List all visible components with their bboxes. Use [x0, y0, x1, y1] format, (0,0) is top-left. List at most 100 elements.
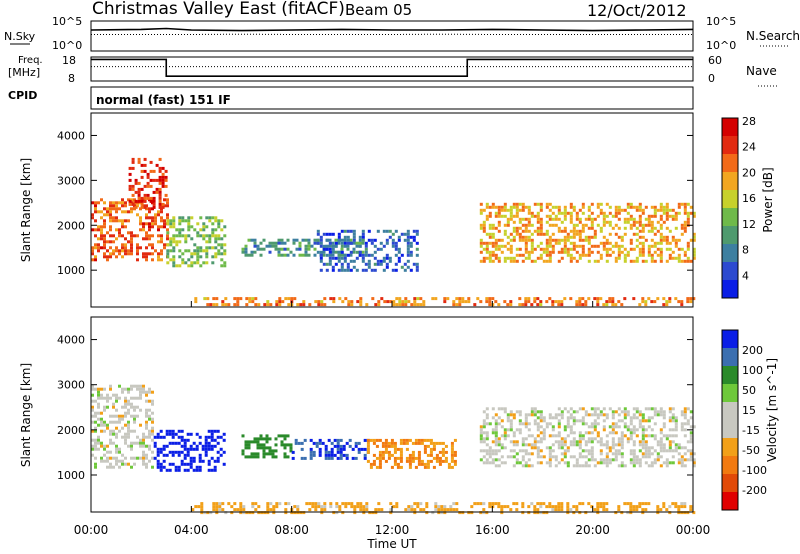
- velocity-echo-cell: [198, 465, 202, 469]
- velocity-echo-cell: [207, 441, 211, 445]
- velocity-echo-cell: [572, 422, 576, 426]
- velocity-echo-cell: [566, 505, 570, 509]
- power-echo-cell: [629, 205, 633, 209]
- power-echo-cell: [409, 241, 413, 245]
- velocity-echo-cell: [368, 511, 372, 515]
- power-echo-cell: [370, 238, 374, 242]
- power-echo-cell: [164, 178, 168, 182]
- velocity-echo-cell: [659, 413, 663, 417]
- power-echo-cell: [172, 258, 176, 262]
- velocity-echo-cell: [112, 402, 115, 406]
- velocity-echo-cell: [318, 438, 322, 442]
- power-echo-cell: [367, 259, 371, 263]
- velocity-echo-cell: [118, 450, 121, 454]
- velocity-echo-cell: [174, 441, 178, 445]
- power-echo-cell: [560, 250, 564, 254]
- velocity-echo-cell: [145, 426, 148, 430]
- velocity-echo-cell: [91, 429, 94, 433]
- power-echo-cell: [662, 303, 666, 307]
- velocity-echo-cell: [533, 407, 537, 411]
- power-echo-cell: [157, 255, 160, 259]
- power-echo-cell: [668, 241, 672, 245]
- power-echo-cell: [115, 207, 118, 211]
- power-echo-cell: [151, 219, 154, 223]
- velocity-echo-cell: [500, 461, 504, 465]
- power-echo-cell: [193, 228, 197, 232]
- velocity-echo-cell: [587, 440, 591, 444]
- velocity-echo-cell: [109, 450, 112, 454]
- velocity-echo-cell: [554, 413, 558, 417]
- power-echo-cell: [479, 208, 483, 212]
- velocity-echo-cell: [435, 453, 439, 457]
- power-echo-cell: [563, 297, 567, 301]
- velocity-echo-cell: [362, 505, 366, 509]
- velocity-echo-cell: [539, 461, 543, 465]
- power-echo-cell: [581, 211, 585, 215]
- power-echo-cell: [641, 297, 645, 301]
- velocity-echo-cell: [136, 456, 139, 460]
- velocity-echo-cell: [605, 440, 609, 444]
- velocity-echo-cell: [204, 453, 208, 457]
- velocity-echo-cell: [482, 425, 486, 429]
- power-echo-cell: [163, 198, 166, 202]
- velocity-echo-cell: [518, 410, 522, 414]
- power-echo-cell: [656, 229, 660, 233]
- power-echo-cell: [557, 300, 561, 304]
- velocity-colorbar-tick-label: 50: [742, 384, 756, 397]
- power-echo-cell: [488, 303, 492, 307]
- power-echo-cell: [530, 211, 534, 215]
- velocity-echo-cell: [327, 453, 331, 457]
- velocity-echo-cell: [241, 452, 245, 456]
- power-echo-cell: [545, 220, 549, 224]
- velocity-echo-cell: [419, 502, 423, 506]
- power-echo-cell: [533, 247, 537, 251]
- power-echo-cell: [614, 244, 618, 248]
- power-echo-cell: [145, 252, 148, 256]
- velocity-echo-cell: [554, 458, 558, 462]
- power-echo-cell: [569, 235, 573, 239]
- velocity-echo-cell: [527, 413, 531, 417]
- velocity-echo-cell: [142, 453, 145, 457]
- power-echo-cell: [337, 232, 341, 236]
- power-echo-cell: [373, 268, 377, 272]
- power-echo-cell: [346, 238, 350, 242]
- velocity-echo-cell: [632, 425, 636, 429]
- power-echo-cell: [361, 232, 365, 236]
- velocity-echo-cell: [438, 462, 442, 466]
- velocity-echo-cell: [159, 462, 163, 466]
- velocity-colorbar-swatch: [722, 420, 738, 438]
- power-echo-cell: [175, 264, 179, 268]
- power-echo-cell: [298, 247, 302, 251]
- velocity-echo-cell: [366, 450, 370, 454]
- power-echo-cell: [497, 238, 501, 242]
- velocity-echo-cell: [545, 461, 549, 465]
- power-echo-cell: [406, 253, 410, 257]
- power-echo-cell: [94, 207, 97, 211]
- power-echo-cell: [521, 202, 525, 206]
- power-echo-cell: [524, 226, 528, 230]
- power-echo-cell: [488, 241, 492, 245]
- power-echo-cell: [166, 216, 169, 220]
- power-echo-cell: [548, 244, 552, 248]
- power-echo-cell: [158, 199, 162, 203]
- power-echo-cell: [355, 256, 359, 260]
- power-echo-cell: [683, 226, 687, 230]
- power-echo-cell: [524, 238, 528, 242]
- velocity-echo-cell: [488, 449, 492, 453]
- power-echo-cell: [112, 240, 115, 244]
- power-echo-cell: [205, 216, 209, 220]
- power-echo-cell: [169, 240, 173, 244]
- velocity-echo-cell: [450, 441, 454, 445]
- velocity-echo-cell: [572, 410, 576, 414]
- power-echo-cell: [680, 202, 684, 206]
- power-echo-cell: [169, 219, 173, 223]
- power-echo-cell: [199, 234, 203, 238]
- power-echo-cell: [488, 297, 492, 301]
- power-echo-cell: [590, 217, 594, 221]
- velocity-echo-cell: [512, 455, 516, 459]
- power-echo-cell: [641, 247, 645, 251]
- velocity-echo-cell: [165, 468, 169, 472]
- velocity-echo-cell: [218, 508, 222, 512]
- velocity-echo-cell: [491, 452, 495, 456]
